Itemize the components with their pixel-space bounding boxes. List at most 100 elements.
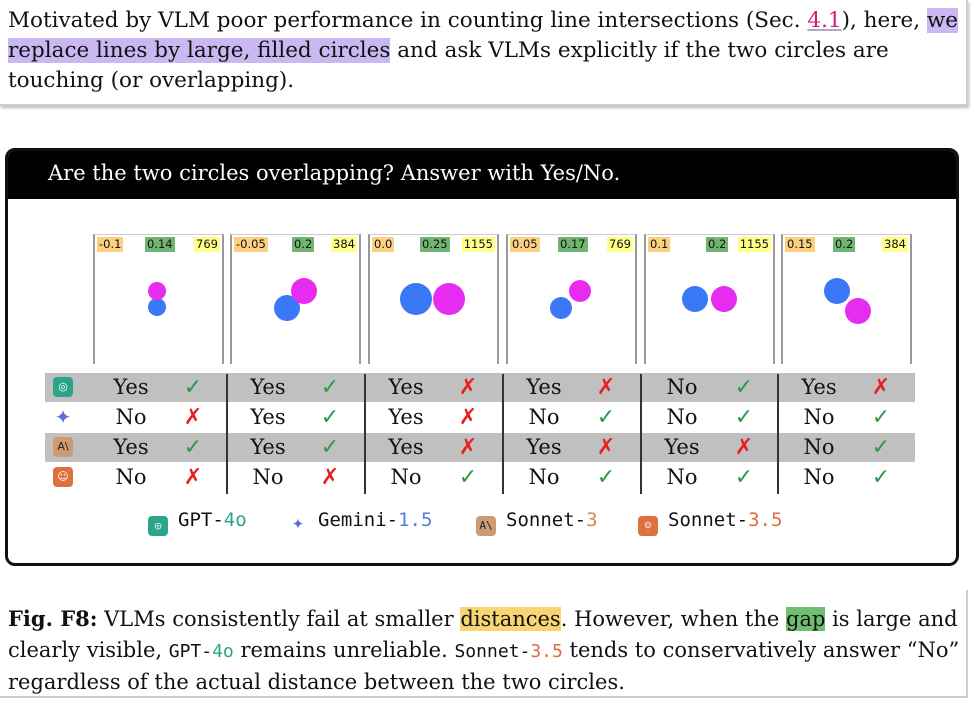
model-sonnet: Sonnet- bbox=[454, 641, 531, 662]
legend-version: 3.5 bbox=[748, 509, 783, 531]
figure-caption: Fig. F8: VLMs consistently fail at small… bbox=[8, 603, 963, 698]
cross-icon: ✗ bbox=[458, 375, 478, 400]
model-gpt-version: 4o bbox=[212, 641, 234, 662]
model-logo-icon: ◎ bbox=[148, 516, 168, 536]
legend-label: Gemini- bbox=[318, 509, 399, 531]
answer: Yes bbox=[250, 405, 286, 429]
check-icon: ✓ bbox=[596, 405, 616, 430]
stimulus-panel: -0.05 0.2 384 bbox=[230, 234, 361, 364]
model-row: ◎ Yes ✓ Yes ✓ Yes ✗ Yes ✗ No ✓ Yes ✗ bbox=[45, 373, 915, 402]
model-logo-icon: ✦ bbox=[54, 405, 72, 429]
figure-prompt: Are the two circles overlapping? Answer … bbox=[8, 151, 956, 199]
stimulus-panel: 0.1 0.2 1155 bbox=[644, 234, 775, 364]
answer: No bbox=[528, 465, 560, 489]
distance-tag: -0.1 bbox=[97, 237, 124, 252]
intro-box: Motivated by VLM poor performance in cou… bbox=[0, 0, 968, 106]
section-link[interactable]: 4.1 bbox=[807, 8, 842, 33]
answer: No bbox=[666, 375, 698, 399]
resolution-tag: 384 bbox=[331, 237, 357, 252]
answer: Yes bbox=[664, 435, 700, 459]
model-logo-icon: A\ bbox=[476, 516, 496, 536]
answer: No bbox=[115, 465, 147, 489]
cross-icon: ✗ bbox=[320, 465, 340, 490]
size-tag: 0.25 bbox=[420, 237, 450, 252]
answer: No bbox=[666, 405, 698, 429]
model-logo-icon: ☺ bbox=[638, 516, 658, 536]
resolution-tag: 1155 bbox=[737, 237, 771, 252]
intro-paragraph: Motivated by VLM poor performance in cou… bbox=[8, 6, 963, 96]
answer: Yes bbox=[388, 405, 424, 429]
answer: Yes bbox=[526, 435, 562, 459]
legend-version: 3 bbox=[586, 509, 598, 531]
check-icon: ✓ bbox=[458, 465, 478, 490]
check-icon: ✓ bbox=[871, 465, 891, 490]
answer: No bbox=[803, 435, 835, 459]
check-icon: ✓ bbox=[871, 405, 891, 430]
model-row: ☺ No ✗ No ✗ No ✓ No ✓ No ✓ No ✓ bbox=[45, 463, 915, 492]
check-icon: ✓ bbox=[183, 435, 203, 460]
highlight-gap: gap bbox=[786, 607, 826, 631]
magenta-circle bbox=[433, 283, 465, 315]
legend-label: Sonnet- bbox=[506, 509, 587, 531]
answer: Yes bbox=[801, 375, 837, 399]
magenta-circle bbox=[148, 282, 166, 300]
model-sonnet-version: 3.5 bbox=[530, 641, 563, 662]
check-icon: ✓ bbox=[183, 375, 203, 400]
caption-text: . However, when the bbox=[560, 607, 786, 631]
distance-tag: -0.05 bbox=[234, 237, 268, 252]
legend-version: 1.5 bbox=[398, 509, 433, 531]
caption-label: Fig. F8: bbox=[8, 606, 98, 631]
answer: No bbox=[803, 405, 835, 429]
model-row: ✦ No ✗ Yes ✓ Yes ✗ No ✓ No ✓ No ✓ bbox=[45, 403, 915, 432]
answer: Yes bbox=[113, 435, 149, 459]
resolution-tag: 1155 bbox=[461, 237, 495, 252]
column-divider bbox=[777, 374, 779, 494]
blue-circle bbox=[148, 298, 166, 316]
legend-label: GPT- bbox=[178, 509, 224, 531]
highlight-distances: distances bbox=[460, 607, 561, 631]
answer: Yes bbox=[388, 375, 424, 399]
stimulus-panel: 0.05 0.17 769 bbox=[506, 234, 637, 364]
resolution-tag: 384 bbox=[882, 237, 908, 252]
intro-text: and ask VLMs explicitly if the two circl… bbox=[8, 38, 889, 93]
intro-text: ), here, bbox=[841, 8, 927, 33]
blue-circle bbox=[824, 278, 850, 304]
distance-tag: 0.15 bbox=[785, 237, 815, 252]
magenta-circle bbox=[291, 278, 317, 304]
blue-circle bbox=[682, 286, 708, 312]
cross-icon: ✗ bbox=[183, 405, 203, 430]
distance-tag: 0.05 bbox=[510, 237, 540, 252]
answer: Yes bbox=[113, 375, 149, 399]
figure-box: Are the two circles overlapping? Answer … bbox=[5, 148, 959, 566]
check-icon: ✓ bbox=[734, 405, 754, 430]
distance-tag: 0.1 bbox=[648, 237, 671, 252]
answer: Yes bbox=[388, 435, 424, 459]
cross-icon: ✗ bbox=[183, 465, 203, 490]
answer: No bbox=[666, 465, 698, 489]
check-icon: ✓ bbox=[320, 375, 340, 400]
check-icon: ✓ bbox=[320, 435, 340, 460]
legend-item: ✦ Gemini-1.5 bbox=[288, 507, 432, 533]
magenta-circle bbox=[711, 286, 737, 312]
model-logo-icon: ✦ bbox=[291, 510, 305, 534]
size-tag: 0.2 bbox=[706, 237, 729, 252]
resolution-tag: 769 bbox=[194, 237, 220, 252]
intro-text: Motivated by VLM poor performance in cou… bbox=[8, 8, 808, 33]
cross-icon: ✗ bbox=[596, 435, 616, 460]
magenta-circle bbox=[845, 298, 871, 324]
cross-icon: ✗ bbox=[458, 435, 478, 460]
model-logo-icon: ☺ bbox=[53, 467, 73, 487]
column-divider bbox=[640, 374, 642, 494]
answer: No bbox=[115, 405, 147, 429]
column-divider bbox=[226, 374, 228, 494]
column-divider bbox=[502, 374, 504, 494]
answer: No bbox=[390, 465, 422, 489]
size-tag: 0.14 bbox=[145, 237, 175, 252]
size-tag: 0.2 bbox=[833, 237, 856, 252]
model-row: A\ Yes ✓ Yes ✓ Yes ✗ Yes ✗ Yes ✗ No ✓ bbox=[45, 433, 915, 462]
stimulus-panel: 0.0 0.25 1155 bbox=[368, 234, 499, 364]
size-tag: 0.17 bbox=[558, 237, 588, 252]
legend-version: 4o bbox=[223, 509, 247, 531]
check-icon: ✓ bbox=[871, 435, 891, 460]
check-icon: ✓ bbox=[734, 375, 754, 400]
